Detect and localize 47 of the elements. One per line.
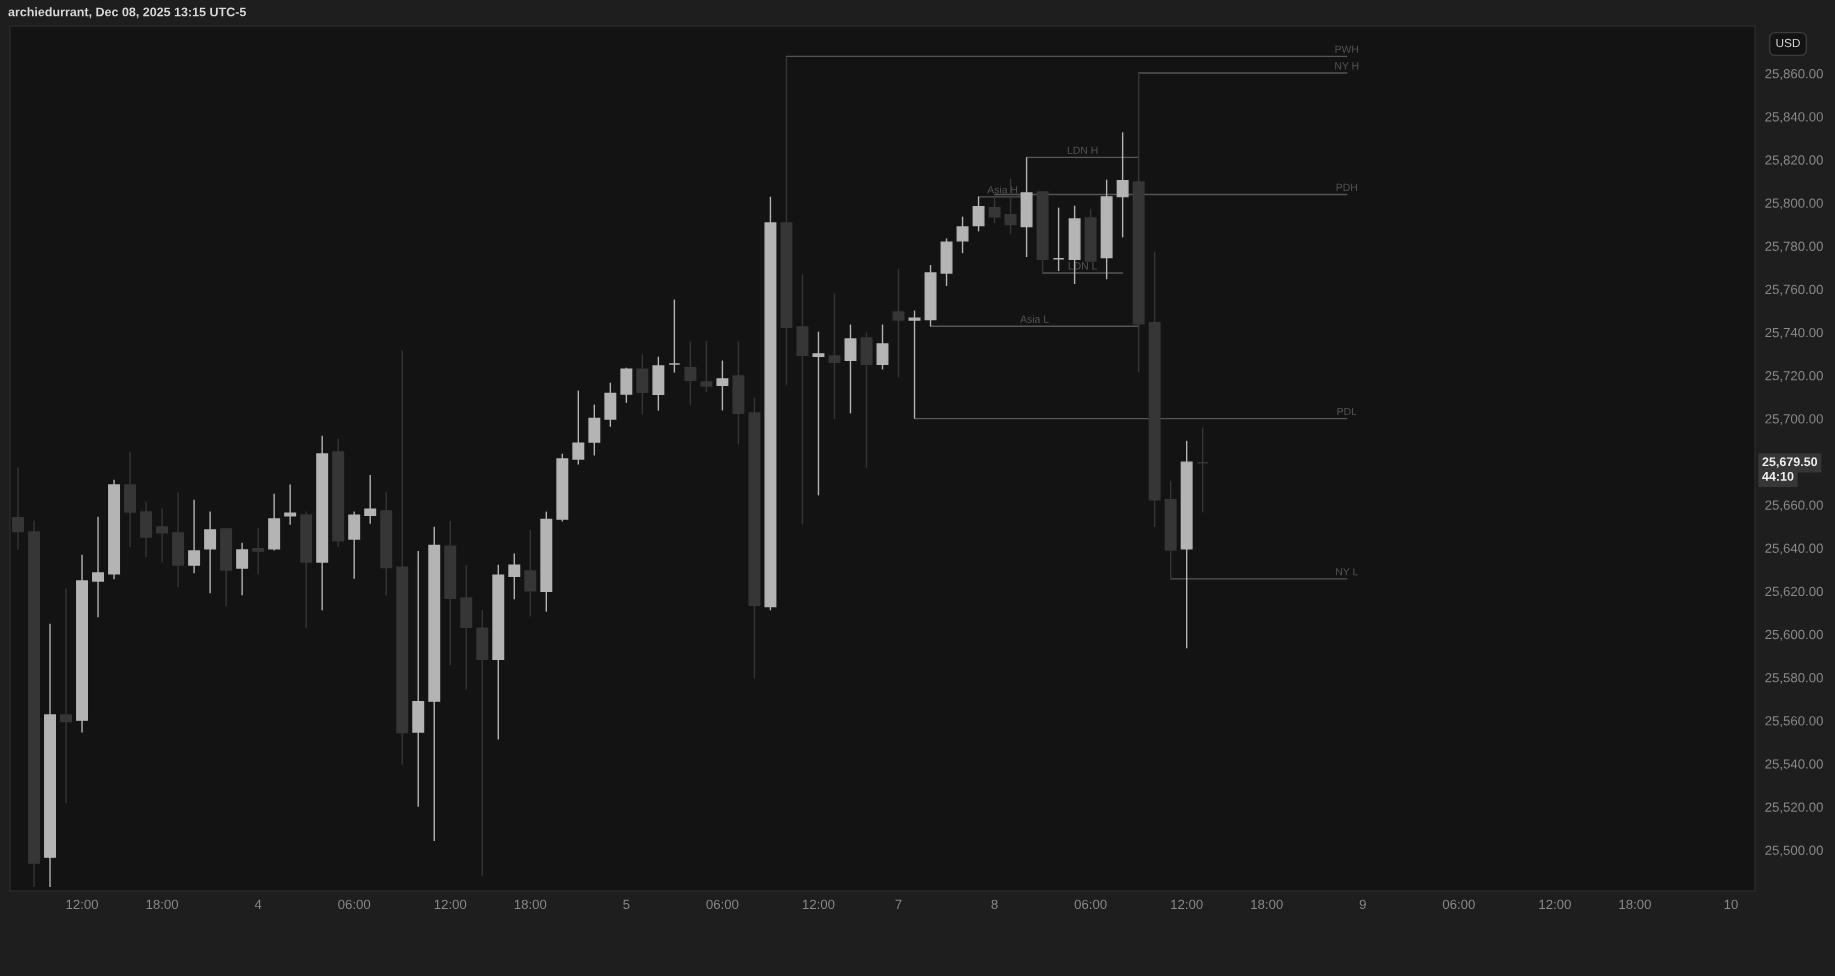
series-label: Asia H	[987, 185, 1018, 194]
x-tick-label: 06:00	[1442, 899, 1475, 910]
y-tick-label: 25,660.00	[1765, 500, 1823, 512]
series-label: NY H	[1335, 62, 1359, 70]
series-label: PDL	[1337, 407, 1357, 416]
y-axis-title: USD	[1776, 38, 1800, 48]
y-tick-label: 25,640.00	[1765, 543, 1823, 555]
text: 25,679.50	[1762, 457, 1818, 468]
y-tick-label: 25,580.00	[1765, 673, 1823, 684]
x-tick-label: 06:00	[1074, 899, 1107, 910]
x-tick-label: 12:00	[802, 899, 835, 910]
x-tick-label: 12:00	[1171, 899, 1203, 910]
x-tick-label: 18:00	[514, 899, 547, 910]
x-tick-label: 8	[991, 899, 998, 910]
x-tick-label: 06:00	[338, 899, 371, 910]
x-tick-label: 5	[623, 899, 630, 910]
x-tick-label: 7	[895, 899, 902, 909]
series-label: PWH	[1335, 45, 1359, 53]
x-tick-label: 12:00	[1539, 899, 1571, 910]
y-tick-label: 25,740.00	[1765, 327, 1823, 339]
y-tick-label: 25,700.00	[1765, 414, 1823, 426]
y-tick-label: 25,560.00	[1765, 716, 1823, 728]
y-tick-label: 25,600.00	[1765, 629, 1823, 641]
chart-title: archiedurrant, Dec 08, 2025 13:15 UTC-5	[8, 7, 246, 19]
y-tick-label: 25,840.00	[1765, 112, 1823, 124]
x-tick-label: 4	[254, 899, 262, 909]
y-tick-label: 25,540.00	[1765, 759, 1823, 771]
y-tick-label: 25,760.00	[1765, 284, 1823, 296]
x-tick-label: 10	[1724, 899, 1738, 910]
text: 44:10	[1762, 471, 1794, 481]
y-tick-label: 25,720.00	[1765, 371, 1823, 382]
y-tick-label: 25,860.00	[1765, 69, 1823, 80]
x-tick-label: 9	[1359, 899, 1366, 910]
x-tick-label: 18:00	[146, 899, 179, 910]
x-tick-label: 18:00	[1619, 899, 1651, 910]
y-tick-label: 25,620.00	[1765, 586, 1823, 598]
series-label: Asia L	[1020, 315, 1049, 323]
x-tick-label: 06:00	[706, 899, 739, 910]
x-tick-label: 12:00	[66, 899, 99, 910]
y-tick-label: 25,500.00	[1765, 845, 1823, 857]
y-tick-label: 25,820.00	[1765, 155, 1823, 167]
y-tick-label: 25,800.00	[1765, 198, 1823, 210]
series-label: PDH	[1336, 183, 1357, 191]
y-tick-label: 25,520.00	[1765, 802, 1823, 814]
y-tick-label: 25,780.00	[1765, 241, 1823, 253]
x-tick-label: 12:00	[434, 899, 467, 910]
x-tick-label: 18:00	[1251, 899, 1283, 910]
